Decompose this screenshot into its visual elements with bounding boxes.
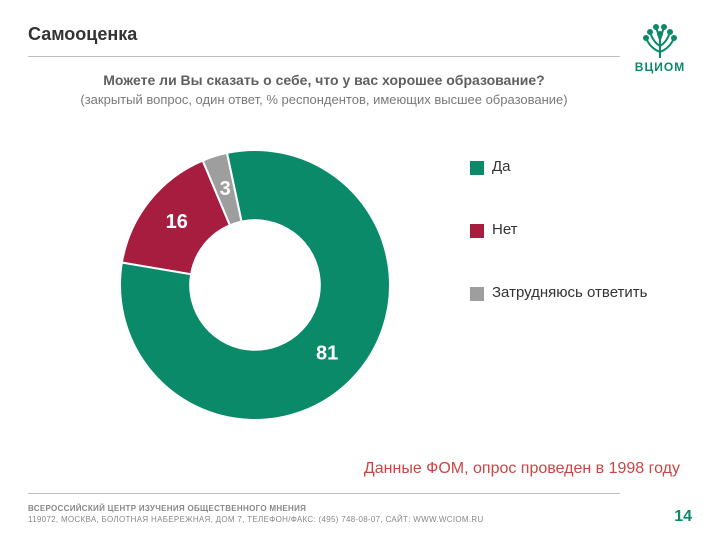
question-main: Можете ли Вы сказать о себе, что у вас х…: [28, 72, 620, 88]
logo: ВЦИОМ: [628, 24, 692, 74]
legend-label: Да: [492, 158, 511, 177]
legend-swatch: [470, 287, 484, 301]
logo-label: ВЦИОМ: [628, 60, 692, 74]
footer-line2: 119072, МОСКВА, БОЛОТНАЯ НАБЕРЕЖНАЯ, ДОМ…: [28, 515, 484, 526]
legend-item: Да: [470, 158, 670, 177]
question-block: Можете ли Вы сказать о себе, что у вас х…: [28, 72, 620, 107]
question-sub: (закрытый вопрос, один ответ, % респонде…: [28, 92, 620, 107]
header-divider: [28, 56, 620, 57]
source-note: Данные ФОМ, опрос проведен в 1998 году: [364, 460, 680, 478]
footer-line1: ВСЕРОССИЙСКИЙ ЦЕНТР ИЗУЧЕНИЯ ОБЩЕСТВЕННО…: [28, 504, 484, 515]
legend-item: Нет: [470, 221, 670, 240]
footer-org: ВСЕРОССИЙСКИЙ ЦЕНТР ИЗУЧЕНИЯ ОБЩЕСТВЕННО…: [28, 504, 484, 526]
donut-chart: 81 16 3: [110, 140, 400, 430]
legend-label: Затрудняюсь ответить: [492, 284, 647, 303]
slice-value-label: 16: [166, 211, 188, 233]
legend-swatch: [470, 161, 484, 175]
legend-item: Затрудняюсь ответить: [470, 284, 670, 303]
page-number: 14: [674, 508, 692, 526]
slice-value-label: 81: [316, 342, 338, 364]
legend-swatch: [470, 224, 484, 238]
slice-value-label: 3: [220, 178, 231, 200]
footer-divider: [28, 493, 620, 494]
legend-label: Нет: [492, 221, 518, 240]
page-title: Самооценка: [28, 24, 137, 45]
logo-tree-icon: [638, 24, 682, 58]
chart-legend: Да Нет Затрудняюсь ответить: [470, 158, 670, 346]
